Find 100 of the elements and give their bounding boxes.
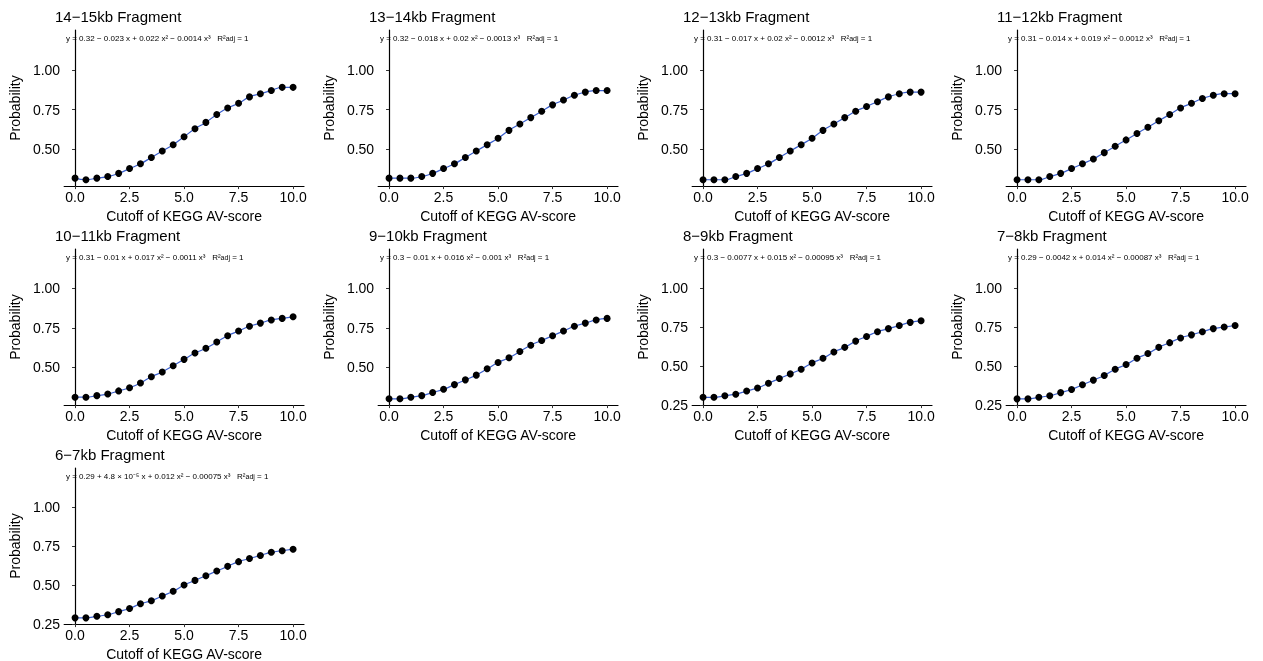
y-tick-label: 0.50 [660, 358, 689, 375]
chart-title: 14−15kb Fragment [55, 8, 183, 25]
point [235, 327, 243, 335]
point [202, 572, 210, 580]
chart-title: 11−12kb Fragment [997, 8, 1124, 25]
x-tick-label: 10.0 [1221, 189, 1249, 206]
y-tick-label: 0.50 [974, 141, 1003, 158]
y-tick-label: 0.25 [660, 397, 689, 414]
point [852, 337, 860, 345]
point [786, 147, 794, 155]
point [754, 165, 762, 173]
point [450, 160, 458, 168]
point [256, 319, 264, 327]
point [1089, 155, 1097, 163]
x-tick-label: 0.0 [379, 189, 399, 206]
point [246, 322, 253, 330]
point [71, 393, 79, 401]
y-tick-label: 0.50 [32, 359, 61, 376]
point [126, 604, 134, 612]
chart-title: 7−8kb Fragment [997, 227, 1108, 244]
point [570, 91, 578, 99]
x-tick-label: 10.0 [1221, 408, 1249, 425]
x-tick-label: 2.5 [1061, 408, 1082, 425]
x-tick-label: 7.5 [228, 189, 249, 206]
y-axis-title: Probability [321, 294, 337, 360]
x-tick-label: 2.5 [433, 189, 454, 206]
point [126, 165, 134, 173]
point [1046, 173, 1054, 181]
point [224, 562, 232, 570]
x-tick-label: 0.0 [1007, 189, 1027, 206]
y-tick-label: 0.50 [346, 141, 375, 158]
point [472, 147, 480, 155]
x-tick-label: 2.5 [747, 189, 768, 206]
point [1100, 371, 1108, 379]
point [440, 385, 448, 393]
point [396, 395, 404, 403]
y-tick-label: 0.75 [974, 101, 1003, 118]
point [1166, 339, 1174, 347]
x-tick-label: 7.5 [1170, 408, 1191, 425]
point [191, 576, 199, 584]
y-axis-title: Probability [7, 294, 23, 360]
point [841, 343, 849, 351]
point [429, 388, 437, 396]
y-tick-label: 1.00 [32, 499, 61, 516]
point [136, 600, 144, 608]
point [603, 87, 611, 95]
point [213, 338, 221, 346]
point [732, 390, 740, 398]
point [743, 169, 751, 177]
point [1068, 165, 1076, 173]
point [158, 592, 166, 600]
y-tick-label: 1.00 [974, 61, 1003, 78]
point [764, 379, 772, 387]
point [126, 384, 134, 392]
point [235, 558, 243, 566]
point [1013, 176, 1021, 184]
point [461, 376, 469, 384]
x-tick-label: 2.5 [433, 408, 454, 425]
x-tick-label: 7.5 [856, 408, 877, 425]
y-axis-title: Probability [949, 294, 965, 360]
y-tick-label: 0.75 [346, 319, 375, 336]
chart-title: 12−13kb Fragment [683, 8, 811, 25]
point [1177, 334, 1185, 342]
point [289, 545, 297, 553]
x-tick-label: 10.0 [593, 408, 621, 425]
y-tick-label: 0.25 [32, 616, 61, 633]
point [1100, 149, 1108, 157]
point [1166, 110, 1174, 118]
point [278, 547, 286, 555]
point [1198, 94, 1206, 102]
point [440, 165, 448, 173]
point [1122, 361, 1130, 369]
y-tick-label: 0.75 [32, 538, 61, 555]
point [169, 362, 177, 370]
point [797, 141, 805, 149]
point [721, 176, 729, 184]
point [764, 160, 772, 168]
y-tick-label: 0.75 [32, 319, 61, 336]
chart-title: 6−7kb Fragment [55, 446, 166, 463]
point [429, 169, 437, 177]
y-tick-label: 0.50 [346, 359, 375, 376]
point [863, 332, 871, 340]
point [1144, 123, 1152, 131]
point [256, 551, 264, 559]
point [224, 332, 232, 340]
y-axis-title: Probability [635, 75, 651, 141]
point [1133, 354, 1141, 362]
x-axis-title: Cutoff of KEGG AV-score [106, 427, 263, 443]
x-tick-label: 5.0 [174, 408, 195, 425]
point [147, 597, 155, 605]
point [82, 393, 90, 401]
y-tick-label: 0.75 [346, 101, 375, 118]
point [549, 332, 557, 340]
x-tick-label: 5.0 [174, 189, 195, 206]
point [505, 126, 513, 134]
chart-title: 13−14kb Fragment [369, 8, 497, 25]
point [278, 83, 286, 91]
y-axis-title: Probability [949, 75, 965, 141]
point [560, 96, 567, 104]
point [180, 133, 188, 141]
